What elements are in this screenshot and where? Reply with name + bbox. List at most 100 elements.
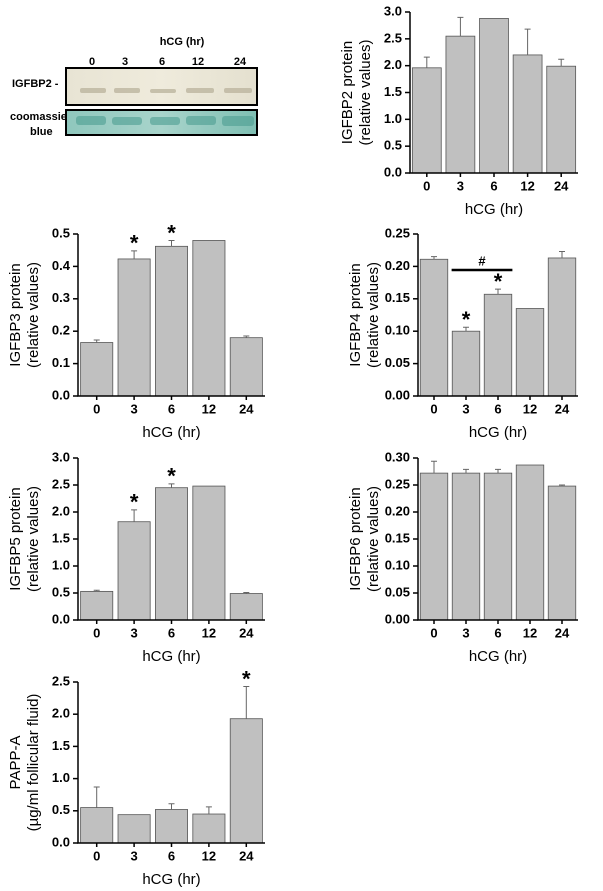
error-bar [559, 484, 565, 487]
x-tick-label: 3 [130, 625, 137, 640]
y-tick-label: 2.5 [52, 476, 70, 491]
bar [419, 472, 449, 621]
x-tick-label: 0 [93, 625, 100, 640]
chart-panel: 0.0 0.5 1.0 1.5 2.0 2.5 3.0 0 3 6 12 24 hCG (hr) IGFB… [339, 3, 578, 218]
error-bar [423, 56, 430, 68]
bar [80, 807, 114, 844]
bar [515, 308, 545, 397]
bar [229, 337, 263, 397]
axes [417, 234, 578, 397]
error-bar [243, 335, 250, 338]
error-bar [131, 509, 138, 522]
significance-mark: * [130, 231, 139, 256]
bar [155, 245, 188, 397]
error-bar [131, 250, 138, 259]
x-tick-label: 3 [462, 625, 469, 640]
blot-bands [80, 88, 252, 93]
y-tick-label: 1.5 [384, 84, 402, 99]
x-tick-label: 12 [523, 401, 537, 416]
chart-panel: 0.0 0.1 0.2 0.3 0.4 0.5 0 * 3 * 6 12 24 hCG (hr) IGFBP… [7, 220, 265, 441]
bar [451, 472, 481, 621]
y-tick-label: 0.10 [385, 557, 410, 572]
bar [512, 54, 543, 174]
y-tick-label: 0.0 [52, 387, 70, 402]
x-tick-label: 24 [239, 401, 254, 416]
x-tick-label: 0 [430, 625, 437, 640]
y-tick-label: 0.15 [385, 290, 410, 305]
lane-label: 0 [89, 56, 95, 68]
bar [479, 18, 509, 174]
significance-mark: * [130, 490, 139, 515]
bar [117, 814, 151, 844]
y-tick-label: 0.30 [385, 449, 410, 464]
y-tick-label: 0.00 [385, 611, 410, 626]
x-tick-label: 3 [462, 401, 469, 416]
blot-image [65, 67, 258, 106]
bar [483, 472, 513, 621]
x-tick-label: 24 [554, 178, 569, 193]
y-tick-label: 0.00 [385, 387, 410, 402]
y-tick-label: 0.1 [52, 355, 70, 370]
axes [77, 458, 265, 621]
bar [80, 590, 114, 621]
bar [192, 813, 226, 844]
x-axis-label: hCG (hr) [465, 201, 523, 218]
y-tick-label: 0.0 [384, 164, 402, 179]
bar [451, 330, 481, 397]
bar [155, 809, 188, 844]
y-axis-label: IGFBP2 protein [339, 41, 356, 144]
y-tick-label: 1.5 [52, 738, 70, 753]
row-label: IGFBP2 - [12, 78, 59, 90]
y-axis-label: IGFBP6 protein [347, 487, 364, 590]
bar [547, 485, 577, 621]
y-tick-label: 2.5 [52, 673, 70, 688]
bracket-label: # [478, 253, 486, 268]
y-axis-label: PAPP-A [7, 736, 24, 790]
lane-label: 12 [192, 56, 204, 68]
bar [155, 487, 188, 621]
y-tick-label: 2.0 [384, 57, 402, 72]
y-tick-label: 2.5 [384, 30, 402, 45]
error-bar [243, 686, 250, 719]
y-tick-label: 0.5 [52, 584, 70, 599]
bar [445, 35, 476, 174]
significance-mark: * [462, 307, 471, 332]
x-tick-label: 6 [494, 401, 501, 416]
error-bar [431, 460, 437, 474]
y-tick-label: 0.25 [385, 225, 410, 240]
error-bar [463, 468, 469, 474]
x-tick-label: 12 [520, 178, 534, 193]
x-tick-label: 6 [490, 178, 497, 193]
x-axis-label: hCG (hr) [142, 424, 200, 441]
error-bar [93, 589, 100, 592]
y-axis-label: IGFBP4 protein [347, 263, 364, 366]
error-bar [463, 326, 469, 332]
blot-title: hCG (hr) [160, 36, 205, 48]
x-tick-label: 3 [130, 848, 137, 863]
error-bar [168, 803, 175, 810]
y-tick-label: 0.20 [385, 258, 410, 273]
y-axis-label: (relative values) [25, 486, 42, 592]
bar [515, 464, 545, 621]
error-bar [457, 16, 464, 37]
y-tick-label: 0.05 [385, 584, 410, 599]
blot-panel: hCG (hr) 0 3 6 12 24 IGFBP2 - coomassie … [10, 36, 258, 138]
y-tick-label: 0.20 [385, 503, 410, 518]
axes [77, 234, 265, 397]
y-tick-label: 2.0 [52, 503, 70, 518]
y-tick-label: 1.5 [52, 530, 70, 545]
x-tick-label: 0 [430, 401, 437, 416]
y-tick-label: 1.0 [52, 557, 70, 572]
y-tick-label: 2.0 [52, 706, 70, 721]
y-tick-label: 0.2 [52, 323, 70, 338]
x-axis-label: hCG (hr) [469, 424, 527, 441]
coomassie-bands [76, 116, 254, 126]
y-axis-label: (relative values) [357, 40, 374, 146]
error-bar [93, 786, 100, 808]
axes [77, 682, 265, 844]
x-tick-label: 12 [202, 848, 216, 863]
x-tick-label: 6 [168, 848, 175, 863]
error-bar [243, 591, 250, 594]
y-tick-label: 0.3 [52, 290, 70, 305]
bar [547, 257, 577, 397]
